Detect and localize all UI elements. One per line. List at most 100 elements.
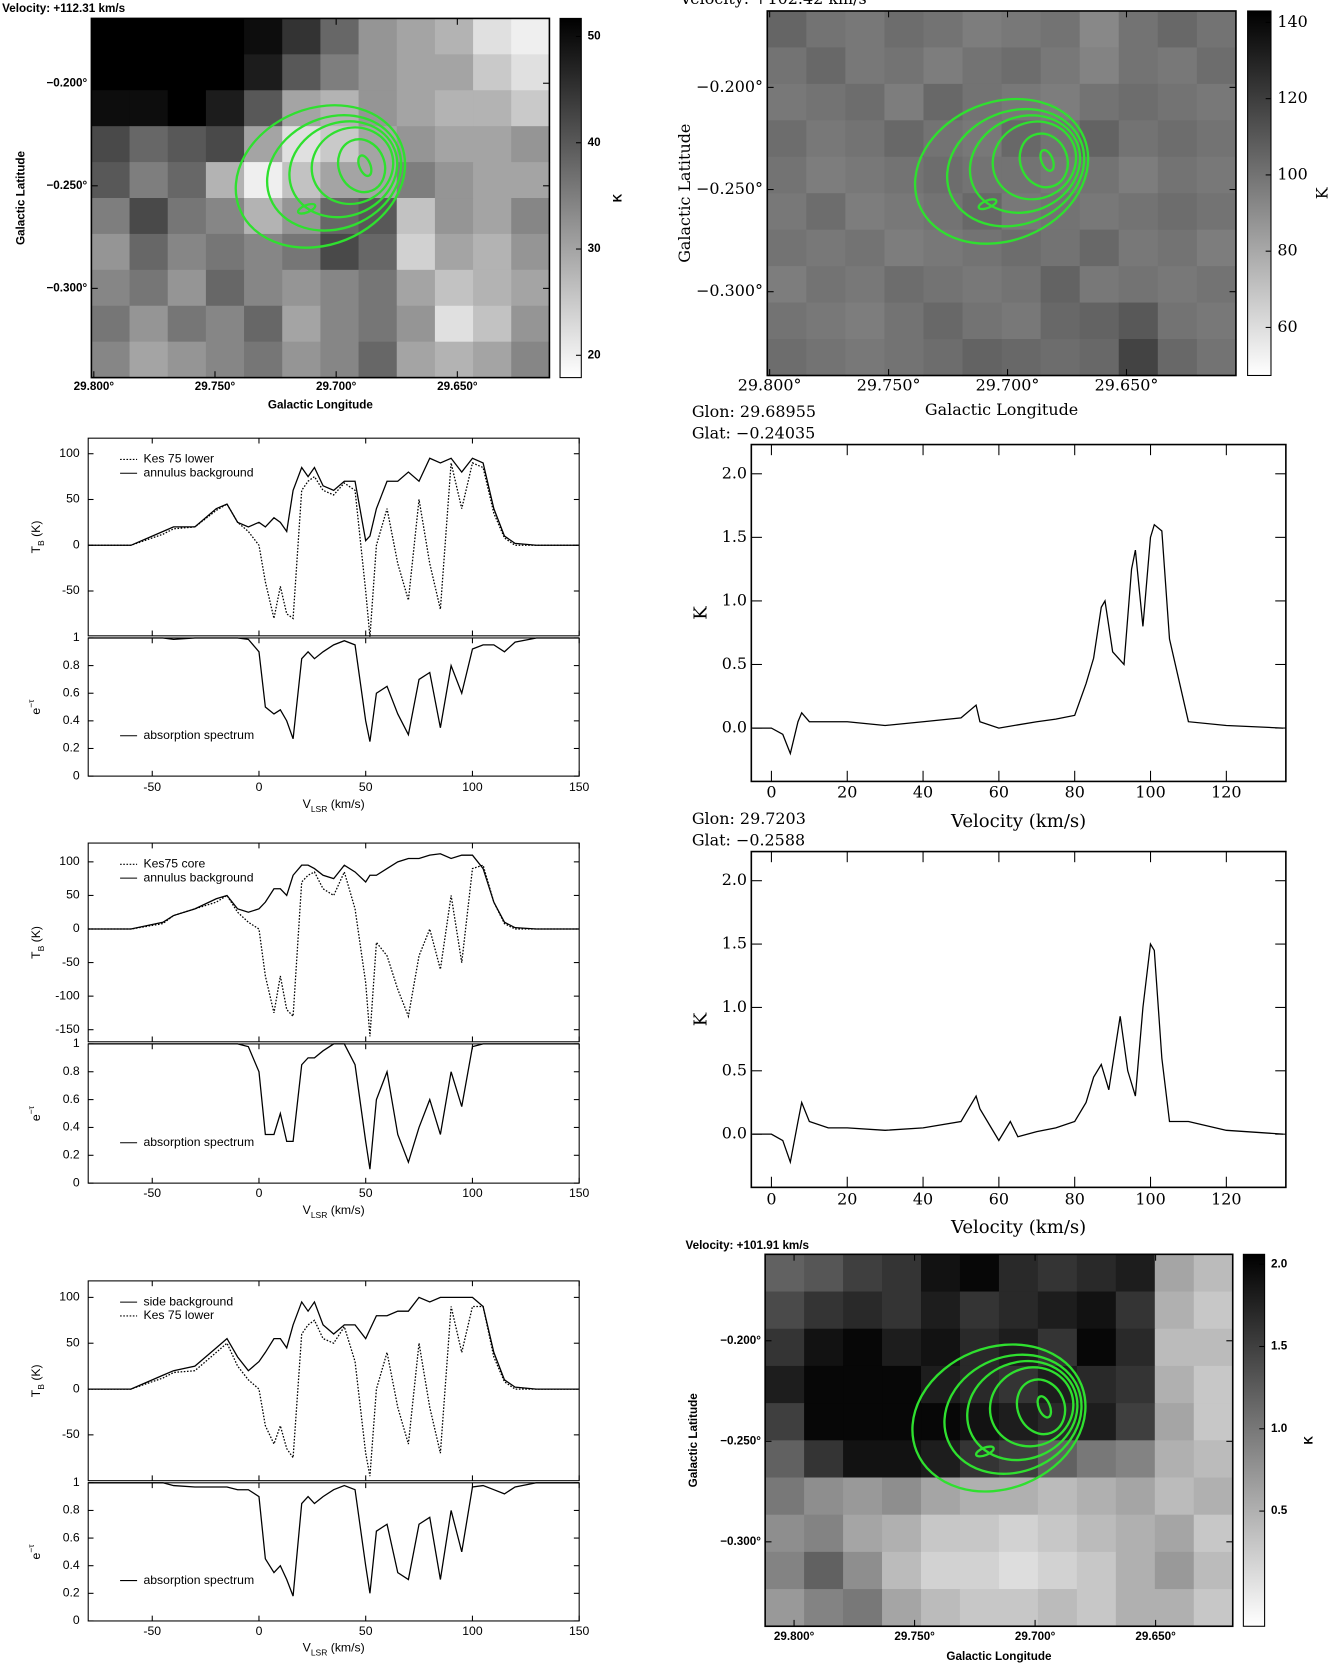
heatmap-cell: [434, 233, 474, 271]
heatmap-cell: [1157, 47, 1198, 85]
heatmap-cell: [129, 233, 169, 271]
label-part: e: [29, 1552, 43, 1559]
colorbar-tick-label: 100: [1277, 164, 1307, 183]
heatmap-cell: [396, 341, 436, 379]
y-tick-label: 0.4: [63, 713, 80, 727]
heatmap-cell: [884, 83, 925, 121]
heatmap-cell: [843, 1551, 883, 1590]
x-tick-label: 100: [462, 1186, 483, 1200]
heatmap-cell: [1076, 1328, 1117, 1367]
heatmap-cell: [244, 305, 283, 343]
heatmap-cell: [806, 266, 847, 304]
x-tick-label: 29.650°: [437, 380, 478, 393]
heatmap-cell: [320, 269, 360, 307]
heatmap-cell: [320, 233, 360, 271]
heatmap-cell: [998, 1514, 1039, 1553]
y-tick-label: 50: [66, 888, 80, 902]
x-tick-label: 20: [837, 1190, 857, 1209]
label-part: (K): [29, 926, 43, 946]
y-tick-label: 0.6: [63, 1530, 80, 1544]
spectrum-line: [88, 853, 580, 930]
contour: [310, 126, 395, 206]
heatmap-cell: [843, 1477, 883, 1516]
y-tick-label: −0.200°: [696, 77, 763, 96]
x-axis-label: VLSR (km/s): [303, 797, 365, 814]
heatmap-cell: [282, 233, 322, 271]
heatmap-cell: [962, 47, 1003, 85]
label-part: e: [29, 708, 43, 715]
contour: [991, 120, 1078, 201]
heatmap-cell: [767, 229, 807, 267]
heatmap-cell: [167, 341, 207, 379]
heatmap-cell: [1157, 10, 1198, 49]
heatmap-cell: [884, 339, 925, 377]
heatmap-cell: [1118, 229, 1159, 267]
heatmap-cell: [1001, 10, 1042, 49]
heatmap-cell: [282, 18, 322, 55]
heatmap-cell: [959, 1477, 1000, 1516]
contour: [1018, 132, 1069, 189]
x-tick-label: 29.750°: [195, 380, 236, 393]
y-tick-label: -100: [55, 988, 80, 1002]
heatmap-cell: [765, 1514, 805, 1553]
heatmap-cell: [998, 1254, 1039, 1293]
heatmap-cell: [244, 269, 283, 307]
heatmap-cell: [358, 341, 398, 379]
y-axis-label: K: [690, 1012, 711, 1026]
x-axis-label: Velocity (km/s): [950, 811, 1086, 832]
heatmap-cell: [1157, 156, 1198, 194]
heatmap-cell: [473, 126, 512, 163]
heatmap-cell: [882, 1551, 922, 1590]
y-tick-label: 0.8: [63, 1503, 80, 1517]
heatmap-cell: [1157, 339, 1198, 377]
y-axis-label: TB (K): [29, 1364, 46, 1397]
heatmap-cell: [1040, 302, 1081, 340]
heatmap-cell: [129, 90, 169, 127]
x-tick-label: 50: [359, 780, 373, 794]
heatmap-cell: [845, 193, 886, 231]
heatmap-cell: [1118, 120, 1159, 158]
y-tick-label: 0.6: [63, 1092, 80, 1106]
heatmap-cell: [1196, 47, 1237, 85]
heatmap-cell: [1079, 193, 1120, 231]
y-tick-label: 0.6: [63, 685, 80, 699]
x-tick-label: 29.800°: [738, 376, 802, 395]
heatmap-cell: [767, 266, 807, 304]
heatmap-cell: [1118, 10, 1159, 49]
heatmap-cell: [434, 90, 474, 127]
colorbar-tick-label: 80: [1277, 241, 1297, 260]
heatmap-cell: [923, 266, 964, 304]
heatmap-cell: [806, 339, 847, 377]
heatmap-cell: [1196, 156, 1237, 194]
heatmap-cell: [167, 162, 207, 199]
heatmap-cell: [921, 1514, 961, 1553]
label-part: V: [303, 797, 312, 811]
heatmap-cell: [843, 1365, 883, 1404]
heatmap-cell: [1076, 1477, 1117, 1516]
heatmap-cell: [767, 302, 807, 340]
x-tick-label: 40: [913, 1190, 933, 1209]
heatmap-cell: [1118, 302, 1159, 340]
colorbar-label: K: [1313, 186, 1332, 199]
x-tick-label: 120: [1211, 783, 1241, 802]
heatmap-cell: [320, 305, 360, 343]
heatmap-cell: [804, 1514, 844, 1553]
heatmap-cell: [1115, 1328, 1156, 1367]
plot-frame: [87, 1043, 580, 1184]
y-tick-label: −0.250°: [696, 179, 763, 198]
map-title: Velocity: +102.42 km/s: [679, 0, 867, 8]
heatmap-cell: [511, 18, 551, 55]
heatmap-cell: [511, 126, 551, 163]
x-tick-label: 29.650°: [1095, 376, 1159, 395]
heatmap-cell: [205, 269, 245, 307]
heatmap-cell: [1157, 266, 1198, 304]
heatmap-cell: [205, 18, 245, 55]
colorbar: [1247, 10, 1272, 377]
heatmap-cell: [1154, 1254, 1195, 1293]
x-axis-label: VLSR (km/s): [303, 1203, 365, 1220]
heatmap-cell: [843, 1254, 883, 1293]
label-part: (km/s): [327, 1203, 364, 1217]
heatmap-cell: [806, 120, 847, 158]
position-label: Glon: 29.68955: [692, 402, 816, 421]
